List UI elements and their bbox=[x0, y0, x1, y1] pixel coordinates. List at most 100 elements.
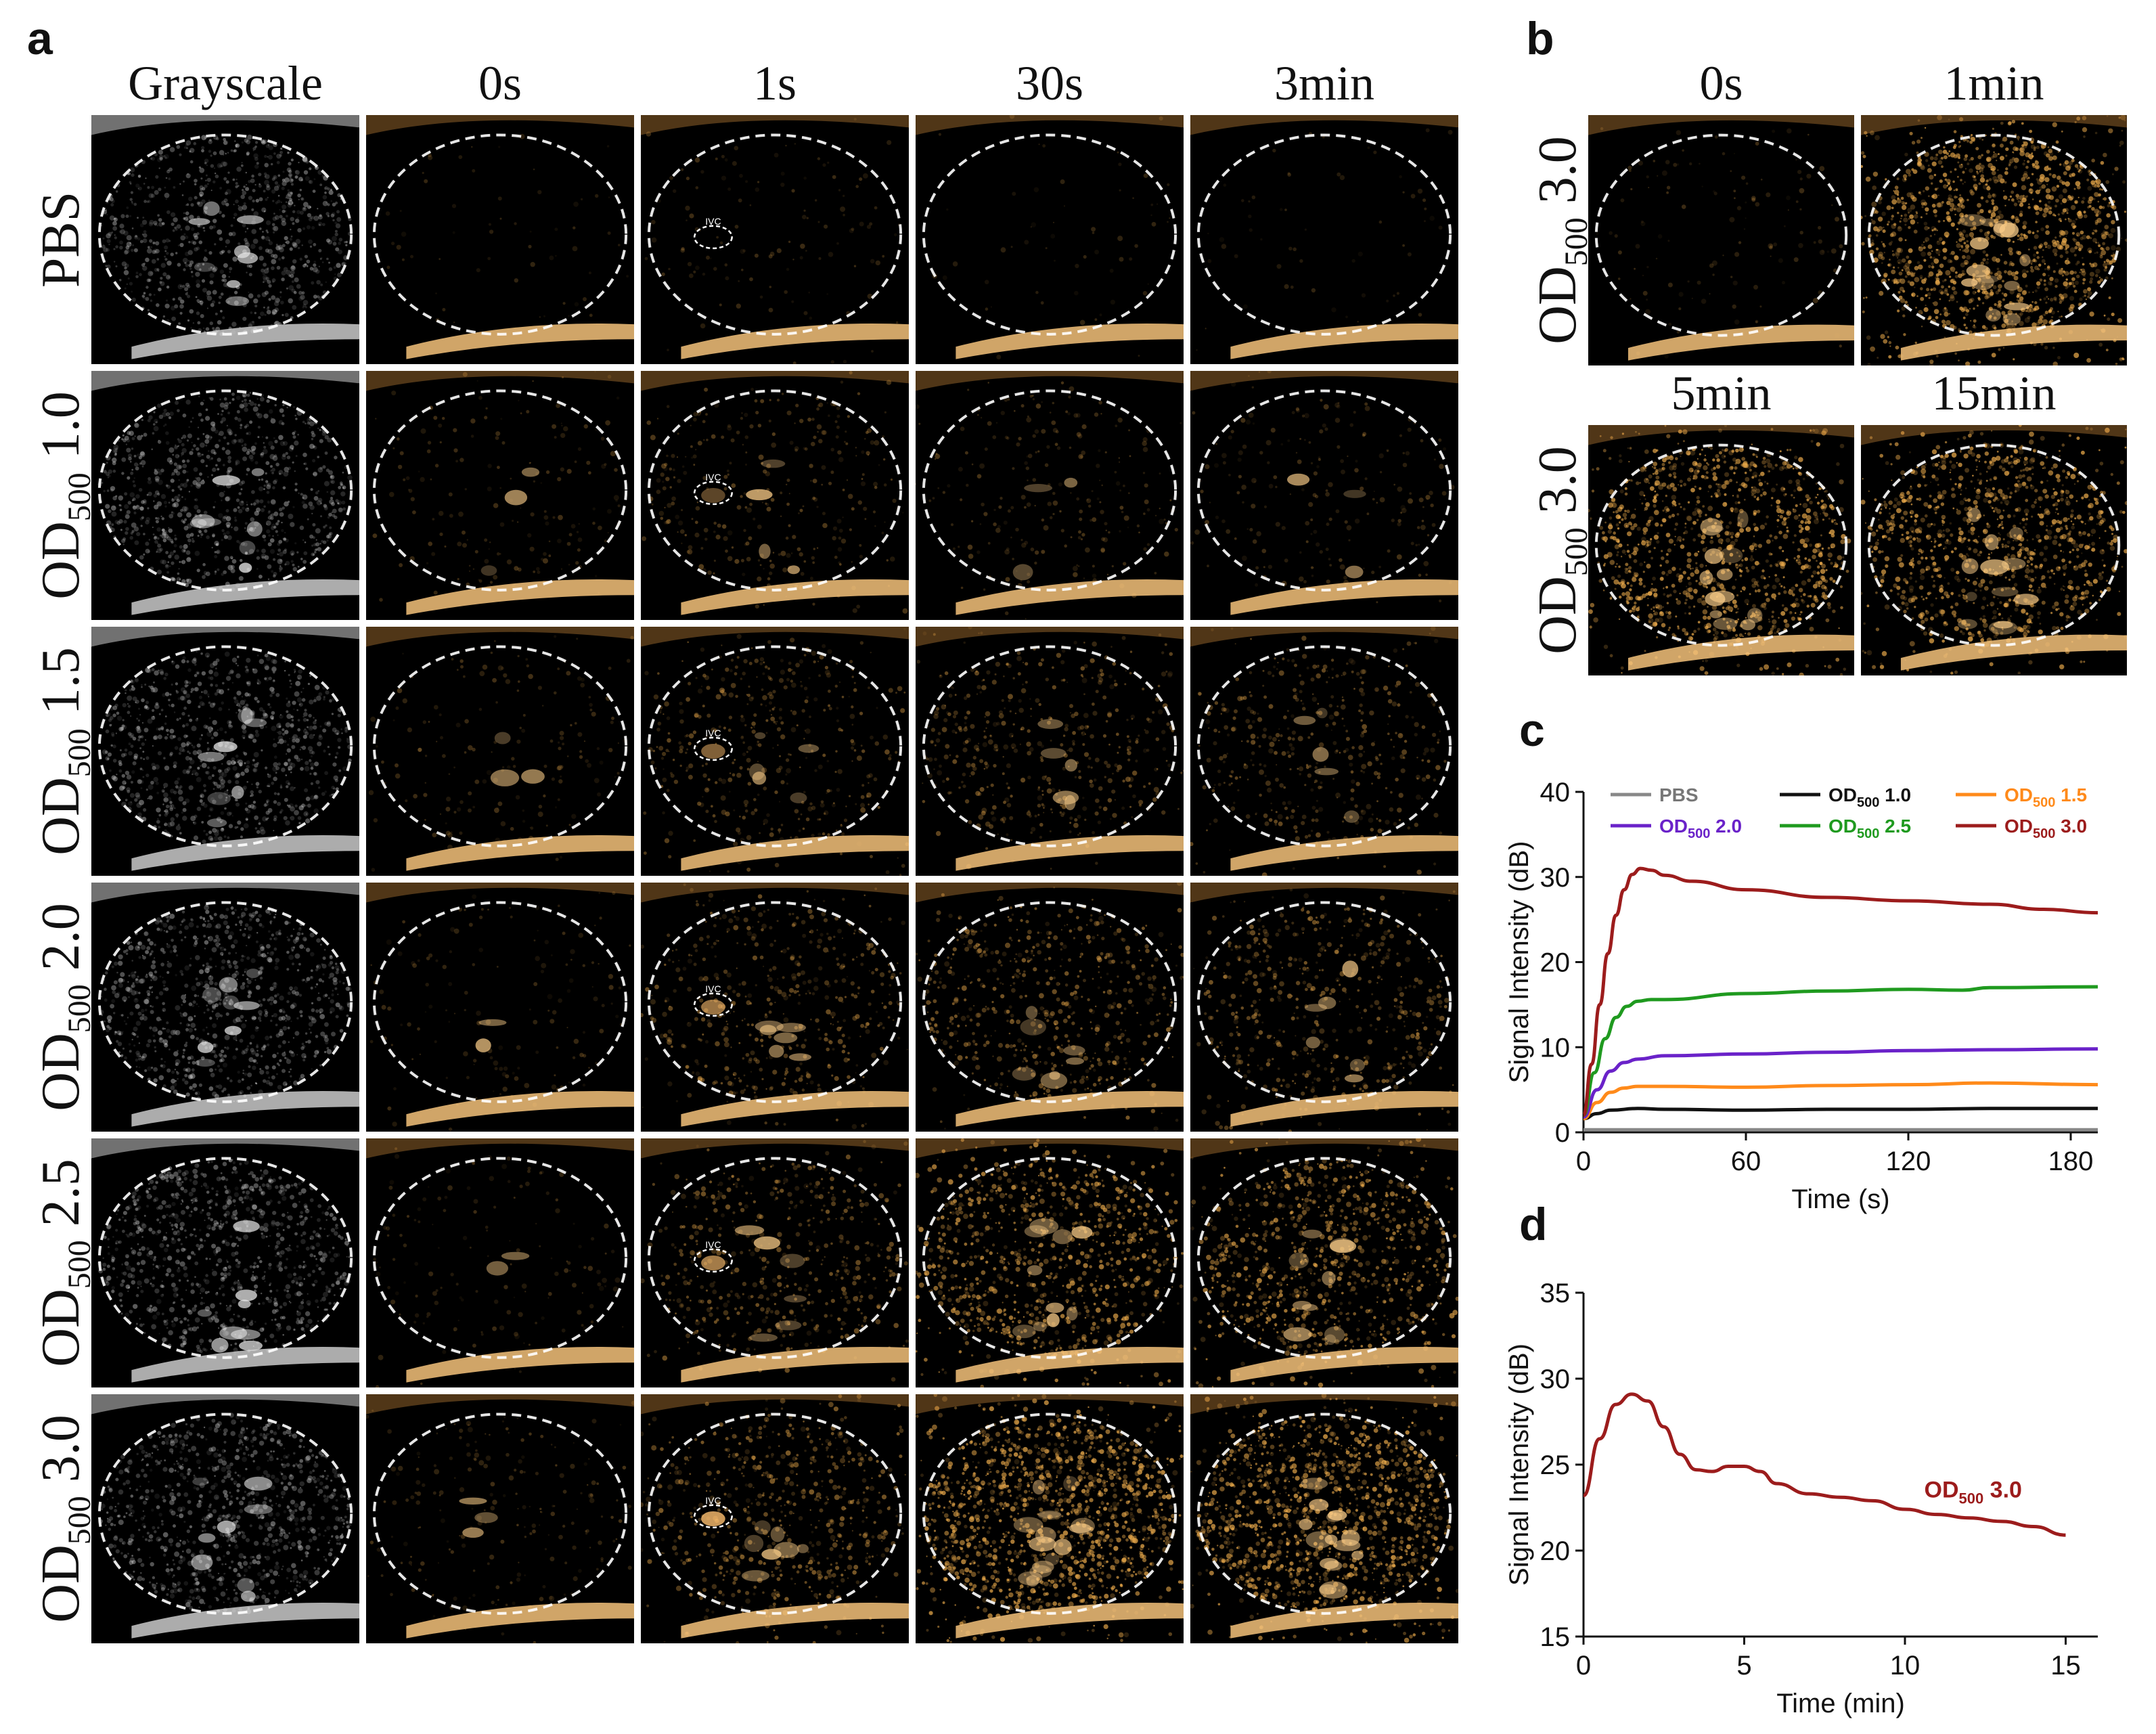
ultrasound-image-r4-c3 bbox=[916, 1138, 1184, 1387]
ultrasound-image-r1-c0 bbox=[91, 371, 359, 620]
x-tick-label: 0 bbox=[1576, 1651, 1591, 1681]
ultrasound-image-r2-c0 bbox=[91, 627, 359, 876]
legend-prefix: OD bbox=[1659, 816, 1688, 837]
ultrasound-image-r1-c4 bbox=[1190, 371, 1458, 620]
y-tick-label: 25 bbox=[1540, 1450, 1571, 1480]
legend-subscript: 500 bbox=[1688, 826, 1710, 841]
label-prefix: OD bbox=[31, 1033, 91, 1111]
column-header-0: Grayscale bbox=[91, 55, 359, 112]
legend-entry-4: OD500 2.5 bbox=[1828, 816, 1911, 841]
ultrasound-image-r3-c1 bbox=[366, 883, 634, 1132]
y-tick-label: 20 bbox=[1540, 1536, 1571, 1566]
series-annotation: OD500 3.0 bbox=[1925, 1477, 2022, 1507]
series-line-3 bbox=[1582, 1047, 2098, 1119]
label-prefix: OD bbox=[31, 521, 91, 600]
panel-b-row-label-0: OD500 3.0 bbox=[1527, 125, 1594, 355]
series-line-1 bbox=[1583, 1107, 2098, 1121]
ultrasound-image-r4-c1 bbox=[366, 1138, 634, 1387]
label-subscript: 500 bbox=[1558, 217, 1594, 266]
y-tick-label: 35 bbox=[1540, 1279, 1571, 1308]
panel-label-d: d bbox=[1519, 1198, 1548, 1251]
label-prefix: OD bbox=[1528, 576, 1588, 654]
ultrasound-image-r0-c3 bbox=[916, 115, 1184, 364]
series-line-4 bbox=[1581, 985, 2098, 1117]
ivc-label: IVC bbox=[705, 1239, 721, 1250]
ivc-label: IVC bbox=[705, 472, 721, 483]
series-line-2 bbox=[1583, 1081, 2098, 1121]
x-tick-label: 10 bbox=[1890, 1651, 1921, 1681]
label-value: 3.0 bbox=[31, 1415, 91, 1496]
legend-entry-3: OD500 2.0 bbox=[1659, 816, 1742, 841]
legend-prefix: OD bbox=[1828, 816, 1857, 837]
annotation-value: 3.0 bbox=[1983, 1477, 2022, 1503]
ultrasound-image-r0-c4 bbox=[1190, 115, 1458, 364]
legend-value: 3.0 bbox=[2055, 816, 2087, 837]
ultrasound-image-r3-c4 bbox=[1190, 883, 1458, 1132]
legend-prefix: OD bbox=[2004, 816, 2033, 837]
ultrasound-image-r5-c1 bbox=[366, 1394, 634, 1643]
row-label-4: OD500 2.5 bbox=[30, 1148, 97, 1378]
x-axis-label: Time (s) bbox=[1791, 1184, 1889, 1214]
x-axis-label: Time (min) bbox=[1776, 1689, 1905, 1718]
legend-prefix: PBS bbox=[1659, 784, 1699, 805]
chart-c: 0 10 20 30 40 0 60 120 180 Time (s) Signal Intensi… bbox=[1504, 778, 2098, 1214]
legend-value: 2.0 bbox=[1710, 816, 1742, 837]
y-tick-label: 20 bbox=[1540, 948, 1571, 978]
legend-prefix: OD bbox=[2004, 784, 2033, 805]
column-header-1: 0s bbox=[366, 55, 634, 112]
x-tick-label: 180 bbox=[2048, 1147, 2094, 1176]
column-header-4: 3min bbox=[1190, 55, 1458, 112]
ultrasound-image-r3-c2: IVC bbox=[641, 883, 909, 1132]
label-value: 1.0 bbox=[31, 391, 91, 472]
row-label-0: PBS bbox=[30, 125, 91, 355]
legend-subscript: 500 bbox=[1857, 826, 1879, 841]
y-tick-label: 10 bbox=[1540, 1033, 1571, 1063]
ultrasound-image-r1-c3 bbox=[916, 371, 1184, 620]
ultrasound-image-r1-c1 bbox=[366, 371, 634, 620]
ultrasound-image-r4-c4 bbox=[1190, 1138, 1458, 1387]
legend-value: 1.0 bbox=[1879, 784, 1911, 805]
ultrasound-image-r5-c0 bbox=[91, 1394, 359, 1643]
label-prefix: OD bbox=[1528, 266, 1588, 344]
label-subscript: 500 bbox=[1558, 527, 1594, 576]
frame-label-3: 15min bbox=[1861, 365, 2127, 422]
ivc-label: IVC bbox=[705, 728, 721, 738]
legend-value: 1.5 bbox=[2055, 784, 2087, 805]
label-prefix: OD bbox=[31, 1289, 91, 1367]
y-tick-label: 15 bbox=[1540, 1622, 1571, 1652]
ultrasound-image-r4-c2: IVC bbox=[641, 1138, 909, 1387]
column-header-3: 30s bbox=[916, 55, 1184, 112]
x-tick-label: 5 bbox=[1736, 1651, 1751, 1681]
panel-label-c: c bbox=[1519, 704, 1545, 757]
ultrasound-image-r0-c2: IVC bbox=[641, 115, 909, 364]
panel-label-a: a bbox=[27, 12, 53, 65]
ultrasound-image-r3-c3 bbox=[916, 883, 1184, 1132]
legend-entry-5: OD500 3.0 bbox=[2004, 816, 2087, 841]
ultrasound-image-r2-c2: IVC bbox=[641, 627, 909, 876]
y-axis-label: Signal Intensity (dB) bbox=[1504, 841, 1534, 1084]
x-tick-label: 0 bbox=[1576, 1147, 1591, 1176]
legend-entry-1: OD500 1.0 bbox=[1828, 784, 1911, 810]
label-prefix: OD bbox=[31, 1544, 91, 1623]
ivc-label: IVC bbox=[705, 1495, 721, 1506]
ultrasound-image-r1-c2: IVC bbox=[641, 371, 909, 620]
x-tick-label: 120 bbox=[1886, 1147, 1931, 1176]
series-line-0 bbox=[1582, 1392, 2066, 1537]
frame-label-1: 1min bbox=[1861, 55, 2127, 112]
row-label-3: OD500 2.0 bbox=[30, 892, 97, 1122]
label-value: 3.0 bbox=[1528, 446, 1588, 527]
ultrasound-frame-0 bbox=[1588, 115, 1854, 365]
ultrasound-image-r0-c1 bbox=[366, 115, 634, 364]
legend-prefix: OD bbox=[1828, 784, 1857, 805]
y-tick-label: 40 bbox=[1540, 778, 1571, 807]
row-label-5: OD500 3.0 bbox=[30, 1404, 97, 1634]
ultrasound-image-r5-c4 bbox=[1190, 1394, 1458, 1643]
panel-label-b: b bbox=[1526, 12, 1554, 65]
label-value: 3.0 bbox=[1528, 136, 1588, 217]
series-line-5 bbox=[1581, 866, 2098, 1117]
frame-label-0: 0s bbox=[1588, 55, 1854, 112]
panel-b-row-label-1: OD500 3.0 bbox=[1527, 435, 1594, 665]
ultrasound-frame-3 bbox=[1861, 425, 2127, 675]
ultrasound-image-r0-c0 bbox=[91, 115, 359, 364]
ultrasound-image-r4-c0 bbox=[91, 1138, 359, 1387]
